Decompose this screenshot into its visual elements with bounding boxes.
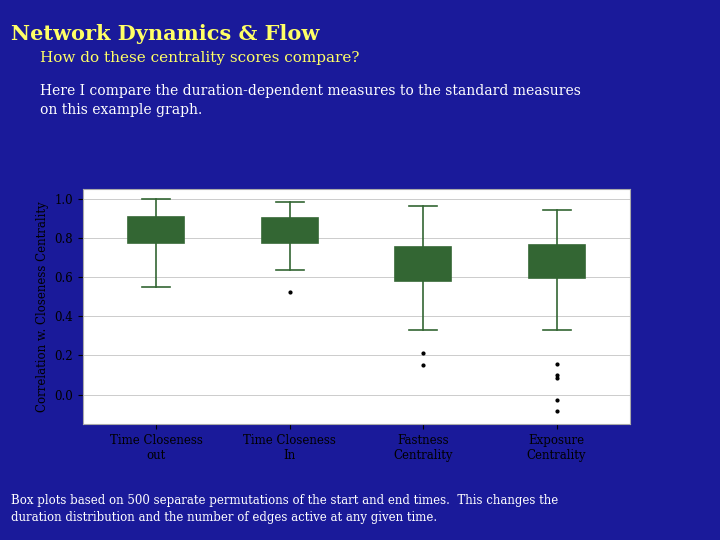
- PathPatch shape: [395, 247, 451, 281]
- PathPatch shape: [528, 245, 585, 278]
- Text: Network Dynamics & Flow: Network Dynamics & Flow: [11, 24, 319, 44]
- Text: Box plots based on 500 separate permutations of the start and end times.  This c: Box plots based on 500 separate permutat…: [11, 494, 558, 524]
- Y-axis label: Correlation w. Closeness Centrality: Correlation w. Closeness Centrality: [36, 201, 49, 412]
- PathPatch shape: [261, 218, 318, 243]
- PathPatch shape: [128, 218, 184, 243]
- Text: Here I compare the duration-dependent measures to the standard measures
on this : Here I compare the duration-dependent me…: [40, 84, 580, 117]
- Text: How do these centrality scores compare?: How do these centrality scores compare?: [40, 51, 359, 65]
